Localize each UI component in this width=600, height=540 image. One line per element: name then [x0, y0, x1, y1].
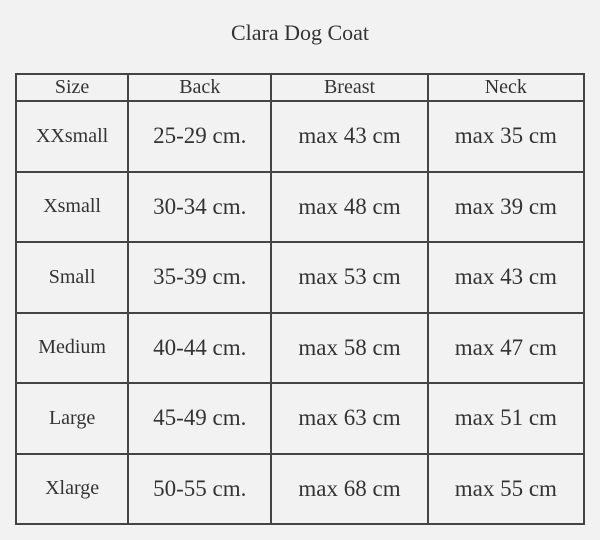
table-cell: max 48 cm: [270, 170, 429, 243]
size-table: Size Back Breast Neck XXsmall 25-29 cm. max 4…: [14, 73, 586, 525]
table-cell: max 43 cm: [270, 100, 429, 173]
header-row: Size Back Breast Neck: [14, 73, 586, 102]
header-cell: Neck: [426, 73, 586, 102]
table-cell: 40-44 cm.: [127, 311, 273, 384]
table-cell: max 35 cm: [426, 100, 586, 173]
table-cell: XXsmall: [14, 100, 130, 173]
table-cell: max 58 cm: [270, 311, 429, 384]
table-cell: max 53 cm: [270, 241, 429, 314]
table-cell: max 68 cm: [270, 452, 429, 525]
title: Clara Dog Coat: [230, 20, 370, 45]
header-cell: Breast: [270, 73, 429, 102]
table-cell: 45-49 cm.: [127, 382, 273, 455]
table-cell: Large: [14, 382, 130, 455]
table-cell: 25-29 cm.: [127, 100, 273, 173]
table-cell: max 63 cm: [270, 382, 429, 455]
table-cell: max 43 cm: [426, 241, 586, 314]
table-cell: Small: [14, 241, 130, 314]
table-cell: Medium: [14, 311, 130, 384]
table-cell: 35-39 cm.: [127, 241, 273, 314]
table-cell: Xsmall: [14, 170, 130, 243]
header-cell: Size: [14, 73, 130, 102]
table-row: XXsmall 25-29 cm. max 43 cm max 35 cm: [14, 100, 586, 173]
table-row: Medium 40-44 cm. max 58 cm max 47 cm: [14, 311, 586, 384]
table-cell: max 51 cm: [426, 382, 586, 455]
table-cell: 50-55 cm.: [127, 452, 273, 525]
table-row: Xlarge 50-55 cm. max 68 cm max 55 cm: [14, 452, 586, 525]
header-cell: Back: [127, 73, 273, 102]
table-body: XXsmall 25-29 cm. max 43 cm max 35 cm Xsmall…: [14, 100, 586, 525]
table-cell: max 55 cm: [426, 452, 586, 525]
table-cell: 30-34 cm.: [127, 170, 273, 243]
table-cell: max 47 cm: [426, 311, 586, 384]
table-row: Xsmall 30-34 cm. max 48 cm max 39 cm: [14, 170, 586, 243]
table-cell: max 39 cm: [426, 170, 586, 243]
table-row: Small 35-39 cm. max 53 cm max 43 cm: [14, 241, 586, 314]
table-row: Large 45-49 cm. max 63 cm max 51 cm: [14, 382, 586, 455]
table-cell: Xlarge: [14, 452, 130, 525]
